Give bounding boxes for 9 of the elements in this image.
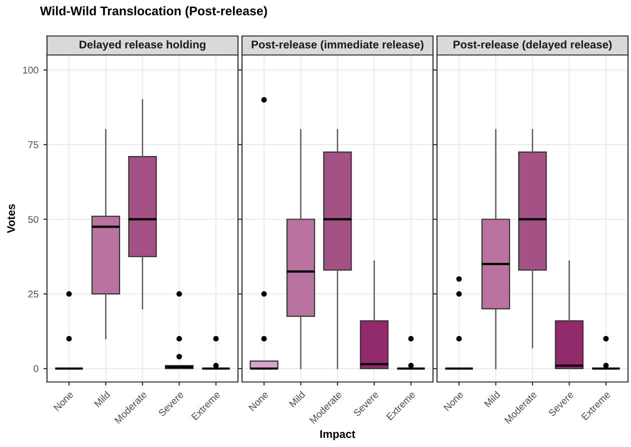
y-axis-title: Votes: [7, 204, 15, 234]
x-axis-title: Impact: [320, 430, 356, 440]
chart-title: Delayed release holding: [80, 40, 206, 51]
y-tick-label: 50: [28, 216, 38, 223]
y-tick-label: 100: [23, 66, 38, 74]
y-tick-label: 75: [28, 141, 38, 148]
text: Wild-Wild Translocation (Post-release): [40, 6, 267, 18]
y-tick-label: 0: [34, 365, 38, 372]
y-tick-label: 25: [28, 290, 38, 298]
